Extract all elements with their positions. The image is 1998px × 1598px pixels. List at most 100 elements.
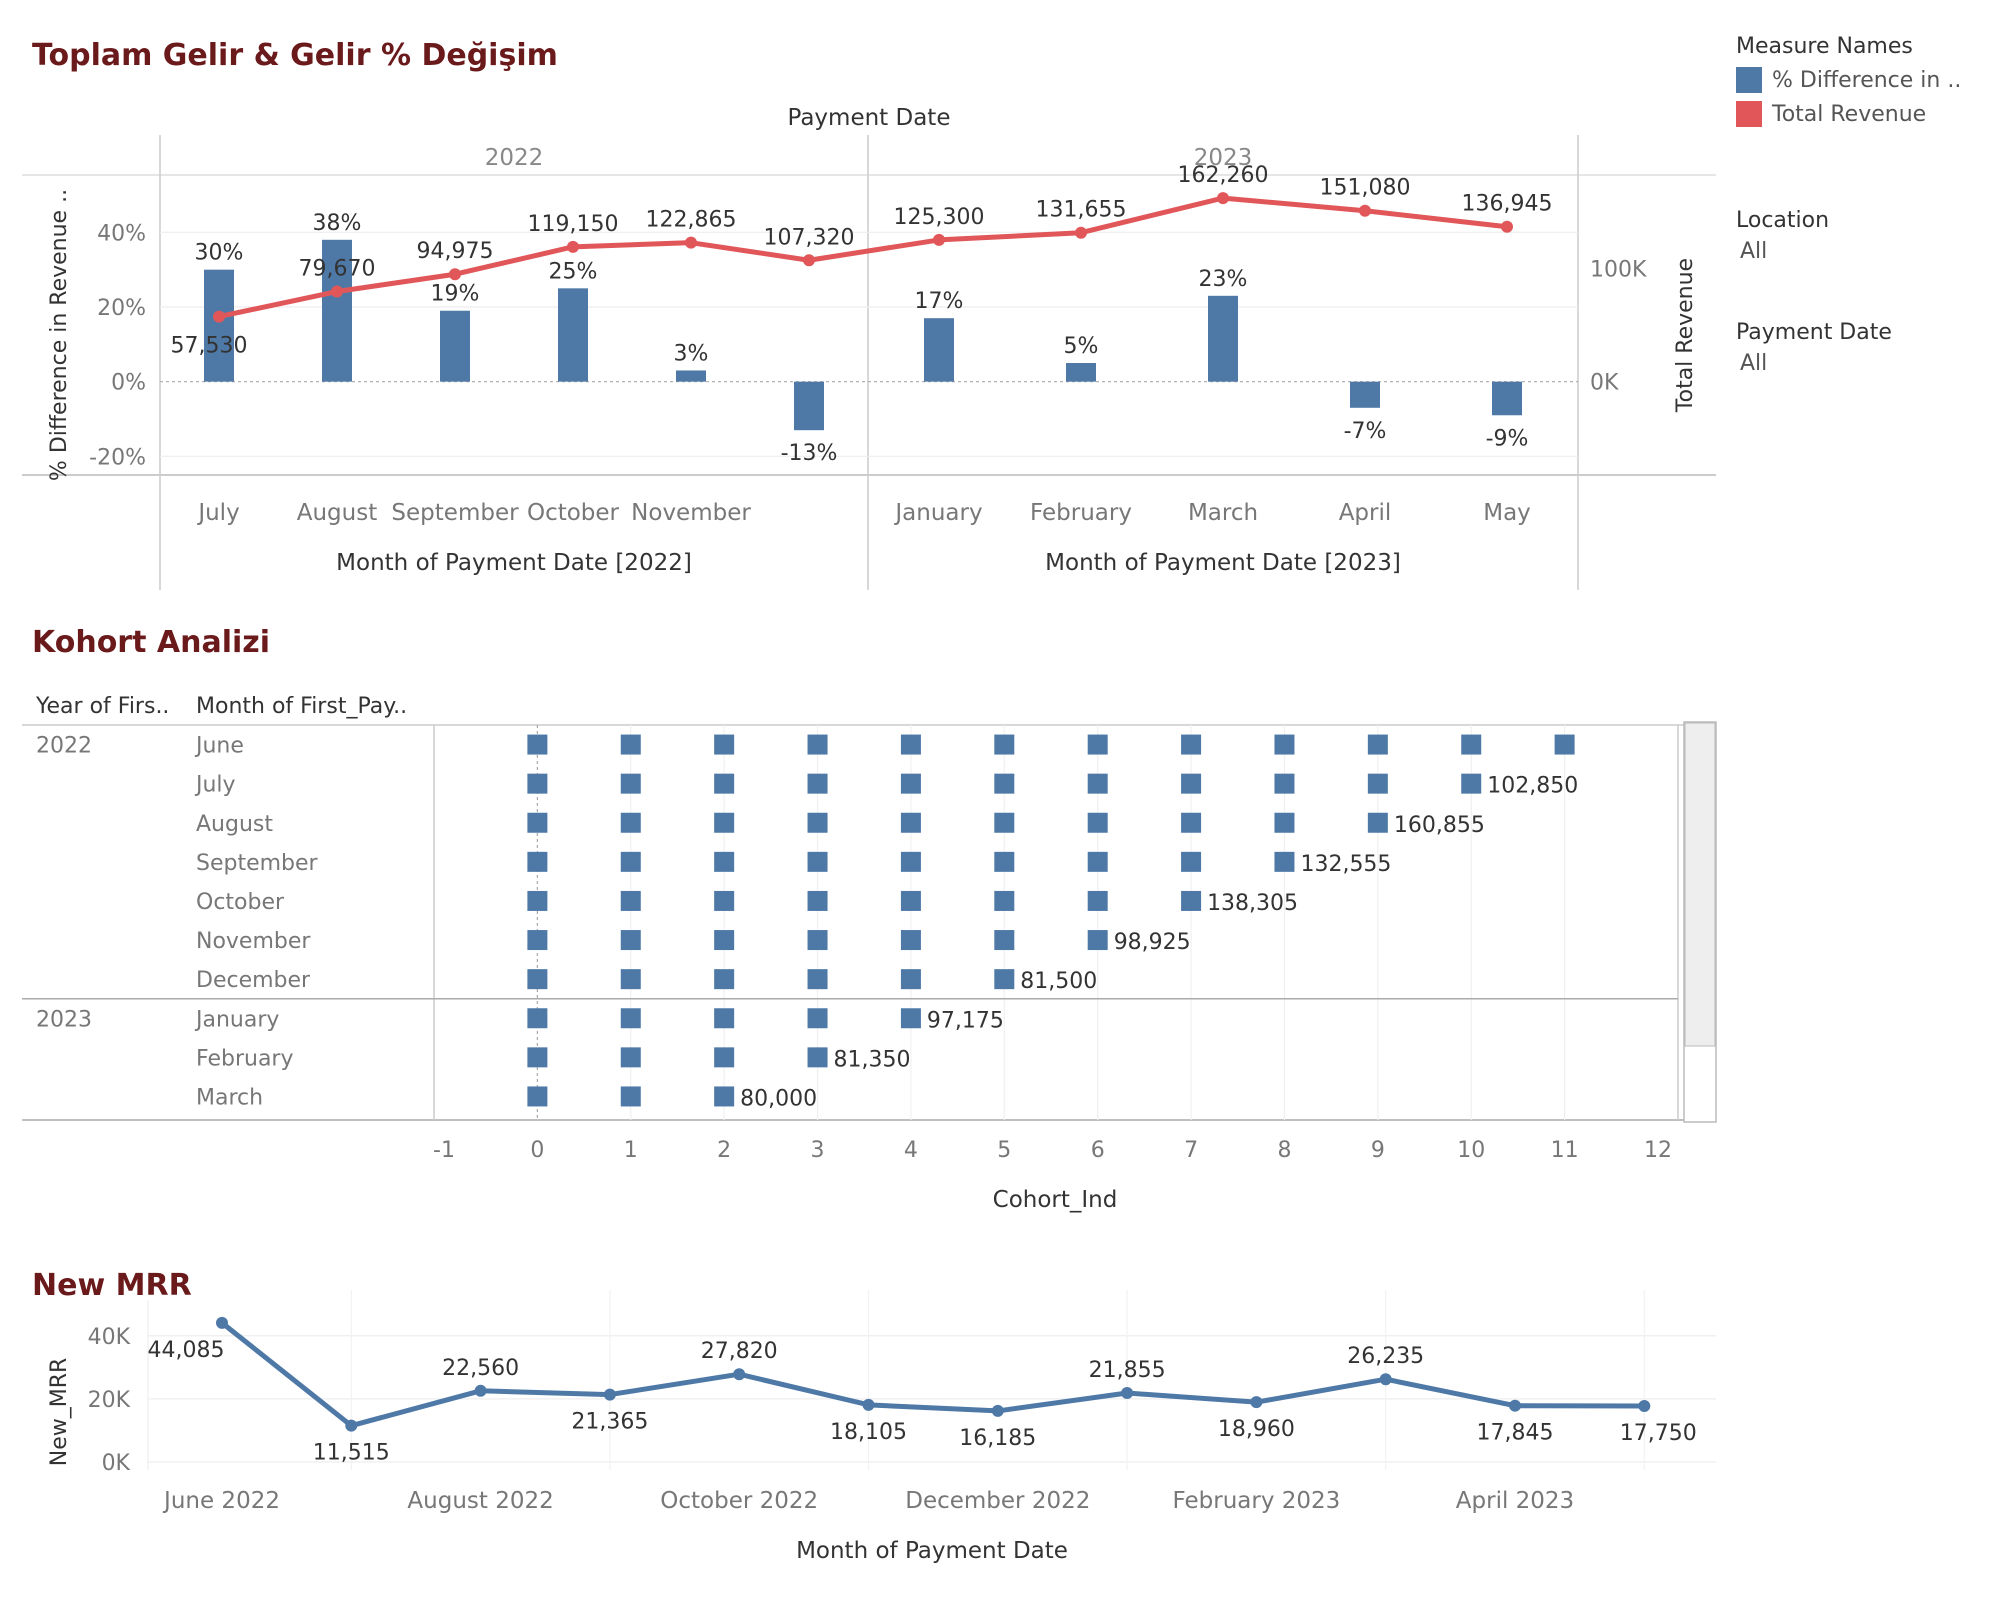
legend-swatch-red	[1736, 101, 1762, 127]
legend-item-total-revenue[interactable]: Total Revenue	[1736, 101, 1961, 127]
bar-pct-diff	[558, 288, 588, 382]
cohort-mark	[900, 734, 921, 755]
cohort-mark	[527, 969, 548, 990]
cohort-mark	[1087, 851, 1108, 872]
row-month-label: August	[196, 812, 273, 837]
cohort-data-label: 102,850	[1487, 774, 1578, 799]
x-tick-label: 1	[624, 1138, 638, 1163]
x-tick-label: November	[631, 500, 751, 526]
cohort-mark	[807, 890, 828, 911]
total-revenue-point	[1075, 226, 1087, 239]
x-axis-title: Month of Payment Date [2023]	[1045, 550, 1401, 576]
filter-value[interactable]: All	[1740, 239, 1768, 264]
cohort-mark	[1087, 773, 1108, 794]
cohort-mark	[620, 851, 641, 872]
cohort-mark	[1087, 812, 1108, 833]
cohort-mark	[527, 734, 548, 755]
x-tick-label: June 2022	[162, 1488, 280, 1514]
location-filter[interactable]: Location All	[1736, 208, 1829, 264]
x-tick-label: September	[391, 500, 519, 526]
y-tick-label: 40K	[88, 1325, 131, 1350]
cohort-mark	[1274, 812, 1295, 833]
cohort-mark	[807, 734, 828, 755]
bar-pct-diff	[676, 370, 706, 382]
filter-value[interactable]: All	[1740, 351, 1768, 376]
mrr-chart-title: New MRR	[32, 1268, 192, 1303]
bar-pct-diff	[1350, 381, 1380, 408]
cohort-mark	[994, 773, 1015, 794]
bar-data-label: -7%	[1344, 419, 1387, 444]
cohort-mark	[714, 734, 735, 755]
bar-data-label: 30%	[195, 241, 244, 266]
cohort-mark	[714, 1086, 735, 1107]
y-tick-right: 0K	[1590, 371, 1619, 396]
pane-year-header: 2022	[485, 145, 544, 171]
line-data-label: 94,975	[417, 239, 494, 264]
mrr-data-label: 21,365	[571, 1410, 648, 1435]
cohort-mark	[994, 734, 1015, 755]
bar-data-label: 23%	[1199, 267, 1248, 292]
cohort-mark	[1087, 930, 1108, 951]
cohort-mark	[1367, 812, 1388, 833]
total-revenue-point	[1217, 192, 1229, 205]
row-year-label: 2022	[36, 734, 92, 759]
row-month-label: January	[194, 1007, 279, 1032]
cohort-mark	[714, 773, 735, 794]
payment-date-filter[interactable]: Payment Date All	[1736, 320, 1892, 376]
legend-label: % Difference in ..	[1772, 67, 1962, 93]
mrr-data-label: 16,185	[959, 1426, 1036, 1451]
bar-data-label: 19%	[431, 282, 480, 307]
cohort-data-label: 138,305	[1207, 891, 1298, 916]
cohort-mark	[714, 890, 735, 911]
bar-pct-diff	[1208, 295, 1238, 382]
revenue-chart-title: Toplam Gelir & Gelir % Değişim	[32, 38, 558, 73]
total-revenue-line	[218, 195, 1508, 320]
cohort-data-label: 81,500	[1020, 969, 1097, 994]
y-axis-title-left: % Difference in Revenue ..	[47, 189, 72, 481]
x-tick-label: December 2022	[905, 1488, 1090, 1514]
row-month-label: July	[194, 773, 236, 798]
cohort-mark	[994, 930, 1015, 951]
mrr-data-label: 18,105	[830, 1420, 907, 1445]
row-month-label: September	[196, 851, 319, 876]
x-tick-label: 11	[1551, 1138, 1579, 1163]
line-data-label: 151,080	[1320, 176, 1411, 201]
mrr-data-label: 26,235	[1347, 1344, 1424, 1369]
cohort-data-label: 132,555	[1300, 852, 1391, 877]
scrollbar-thumb[interactable]	[1684, 722, 1716, 1047]
cohort-mark	[994, 969, 1015, 990]
x-tick-label: 7	[1184, 1138, 1198, 1163]
filter-title: Location	[1736, 208, 1830, 233]
mrr-data-label: 17,845	[1477, 1421, 1554, 1446]
cohort-mark	[714, 1047, 735, 1068]
column-header: Year of Firs..	[35, 694, 169, 719]
cohort-mark	[527, 890, 548, 911]
x-tick-label: 8	[1277, 1138, 1291, 1163]
legend-item-pct-diff[interactable]: % Difference in ..	[1736, 67, 1961, 93]
mrr-data-label: 44,085	[148, 1338, 225, 1363]
new-mrr-point	[1379, 1373, 1392, 1386]
x-tick-label: April 2023	[1456, 1488, 1574, 1514]
row-month-label: June	[194, 734, 244, 759]
mrr-data-label: 18,960	[1218, 1417, 1295, 1442]
x-tick-label: 5	[997, 1138, 1011, 1163]
new-mrr-point	[1250, 1396, 1263, 1409]
cohort-mark	[1087, 734, 1108, 755]
bar-data-label: 17%	[915, 289, 964, 314]
cohort-mark	[527, 930, 548, 951]
cohort-mark	[1461, 734, 1482, 755]
cohort-mark	[527, 773, 548, 794]
cohort-mark	[994, 890, 1015, 911]
cohort-mark	[1181, 851, 1202, 872]
line-data-label: 119,150	[528, 212, 619, 237]
line-data-label: 162,260	[1178, 163, 1269, 188]
new-mrr-point	[991, 1404, 1004, 1417]
cohort-mark	[900, 812, 921, 833]
new-mrr-point	[733, 1368, 746, 1381]
cohort-mark	[1181, 812, 1202, 833]
x-tick-label: 6	[1091, 1138, 1105, 1163]
y-tick-label: 20K	[88, 1388, 131, 1413]
row-month-label: December	[196, 968, 311, 993]
line-data-label: 136,945	[1462, 192, 1553, 217]
